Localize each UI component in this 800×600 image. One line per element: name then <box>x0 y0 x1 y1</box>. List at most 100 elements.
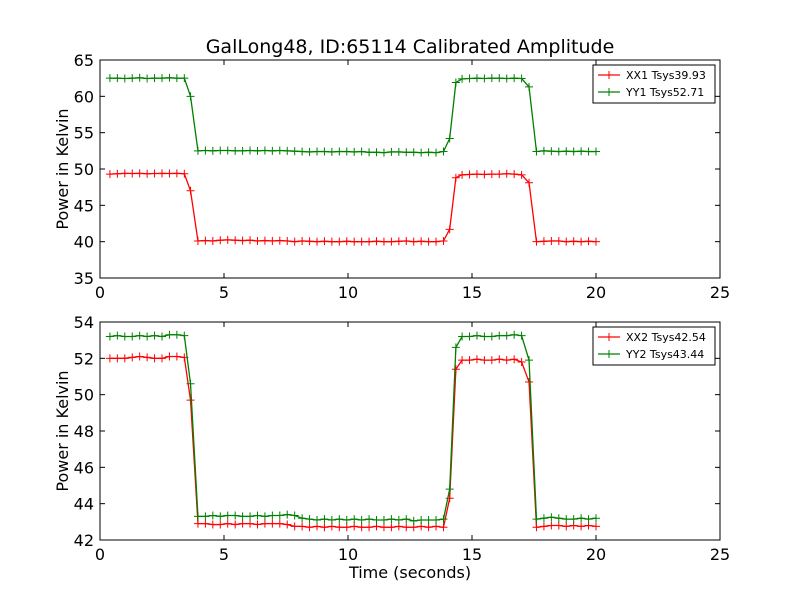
data-point <box>193 146 202 155</box>
data-point <box>128 353 137 362</box>
data-point <box>472 170 481 179</box>
data-point <box>495 170 504 179</box>
data-point <box>379 516 388 525</box>
data-point <box>472 74 481 83</box>
data-point <box>562 522 571 531</box>
data-point <box>305 515 314 524</box>
data-point <box>424 237 433 246</box>
data-point <box>231 236 240 245</box>
data-point <box>223 519 232 528</box>
data-point <box>283 146 292 155</box>
x-tick-label: 0 <box>95 283 105 302</box>
data-point <box>313 147 321 156</box>
legend-box <box>592 326 716 366</box>
data-point <box>113 354 122 363</box>
data-point <box>275 511 284 520</box>
data-point <box>128 74 137 83</box>
data-point <box>135 352 144 361</box>
data-point <box>158 332 166 341</box>
y-tick-label: 55 <box>74 124 94 143</box>
data-point <box>158 354 166 363</box>
data-point <box>387 147 396 156</box>
y-tick-label: 50 <box>74 386 94 405</box>
data-point <box>342 147 351 156</box>
data-point <box>424 148 433 157</box>
data-point <box>165 73 174 82</box>
data-point <box>135 73 144 82</box>
y-tick-label: 50 <box>74 160 94 179</box>
x-tick-label: 15 <box>462 545 482 564</box>
data-point <box>532 515 541 524</box>
data-point <box>113 331 122 340</box>
data-point <box>231 520 240 529</box>
data-point <box>105 332 114 341</box>
data-point <box>510 355 519 364</box>
legend-label: YY1 Tsys52.71 <box>625 86 704 99</box>
data-point <box>402 523 411 532</box>
data-point <box>320 515 329 524</box>
y-axis-label: Power in Kelvin <box>53 108 72 229</box>
data-point <box>487 332 496 341</box>
data-point <box>320 523 329 532</box>
data-point <box>313 237 321 246</box>
data-point <box>445 134 454 143</box>
data-point <box>327 237 336 246</box>
data-point <box>577 514 586 523</box>
data-point <box>532 523 541 532</box>
data-point <box>172 74 181 83</box>
data-point <box>372 237 381 246</box>
data-point <box>532 237 541 246</box>
data-point <box>158 169 166 178</box>
data-point <box>150 74 159 83</box>
data-point <box>193 512 202 521</box>
data-point <box>502 74 511 83</box>
subplot-1: 0 5 10 15 20 25 35 40 45 50 55 60 65 Power in Kelvin X… <box>53 51 730 302</box>
data-point <box>495 355 504 364</box>
data-point <box>193 236 202 245</box>
series-1 <box>105 169 600 246</box>
data-point <box>120 332 129 341</box>
data-point <box>517 74 526 83</box>
data-point <box>365 523 374 532</box>
data-point <box>208 146 217 155</box>
data-point <box>480 74 489 83</box>
data-point <box>472 355 481 364</box>
data-point <box>120 74 129 83</box>
data-point <box>539 514 548 523</box>
data-point <box>409 148 418 157</box>
data-point <box>313 516 321 525</box>
data-point <box>432 148 441 157</box>
data-point <box>432 516 441 525</box>
data-point <box>238 146 247 155</box>
legend-marker <box>605 71 613 79</box>
data-point <box>517 357 526 366</box>
data-point <box>480 356 489 365</box>
series-2 <box>105 73 600 157</box>
legend-marker <box>605 333 613 341</box>
data-point <box>216 146 225 155</box>
data-point <box>283 520 292 529</box>
data-point <box>510 74 519 83</box>
data-point <box>547 521 556 530</box>
data-point <box>120 169 129 178</box>
data-point <box>487 170 496 179</box>
data-point <box>320 147 329 156</box>
data-point <box>342 523 351 532</box>
data-point <box>472 331 481 340</box>
data-point <box>275 519 284 528</box>
data-point <box>238 512 247 521</box>
figure-title: GalLong48, ID:65114 Calibrated Amplitude <box>206 36 615 58</box>
data-point <box>539 146 548 155</box>
data-point <box>335 147 344 156</box>
data-point <box>495 74 504 83</box>
data-point <box>201 146 210 155</box>
data-point <box>539 237 548 246</box>
data-point <box>480 332 489 341</box>
y-tick-label: 65 <box>74 51 94 70</box>
data-point <box>525 82 534 91</box>
data-point <box>539 522 548 531</box>
x-tick-label: 15 <box>462 283 482 302</box>
data-point <box>113 74 122 83</box>
data-point <box>517 170 526 179</box>
data-point <box>562 147 571 156</box>
